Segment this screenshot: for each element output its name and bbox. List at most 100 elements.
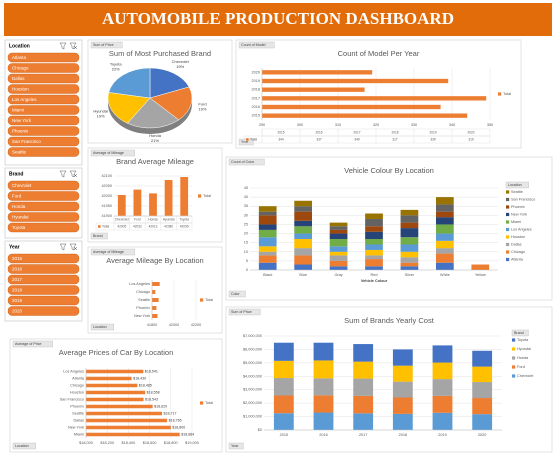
data-label: $18,765 — [169, 418, 182, 422]
bar — [258, 237, 277, 247]
slicer-title: Location — [9, 43, 30, 49]
pivot-button[interactable] — [228, 308, 261, 316]
bar — [365, 255, 383, 260]
legend-swatch — [506, 205, 510, 209]
y-tick-label: Seattle — [72, 412, 84, 416]
bar — [294, 239, 312, 249]
data-label: $18,800 — [172, 425, 185, 429]
pivot-button-label: Brand — [514, 331, 524, 335]
slicer-item[interactable] — [7, 84, 80, 94]
data-table-value: 42013 — [149, 224, 158, 228]
bar — [294, 211, 312, 221]
slicer-item[interactable] — [7, 295, 80, 306]
bar — [164, 180, 173, 216]
slicer-item[interactable] — [7, 253, 80, 264]
legend-label: Toyota — [517, 338, 529, 342]
legend-swatch — [506, 257, 510, 262]
pivot-button[interactable] — [90, 323, 114, 331]
data-label: $18,485 — [139, 383, 152, 387]
chart-title: Sum of Brands Yearly Cost — [344, 316, 435, 325]
legend-label: Total — [205, 298, 213, 302]
y-tick-label: San Francisco — [60, 398, 84, 402]
clear-filter-icon — [69, 170, 78, 178]
pivot-button[interactable] — [505, 181, 529, 189]
pivot-button[interactable] — [90, 232, 108, 240]
pivot-button[interactable] — [511, 329, 529, 337]
slicer-item-label: Toyota — [12, 225, 26, 230]
bar — [400, 215, 419, 223]
slicer-item[interactable] — [7, 126, 80, 136]
slicer-item[interactable] — [7, 285, 80, 295]
bar — [365, 218, 383, 227]
bar — [472, 414, 493, 430]
slicer-item[interactable] — [7, 147, 80, 157]
slicer-item[interactable] — [7, 180, 80, 191]
bar — [392, 381, 413, 398]
slicer-item[interactable] — [7, 191, 80, 201]
slicer-item[interactable] — [7, 94, 80, 105]
y-tick-label: Los Angeles — [63, 370, 84, 374]
y-tick-label: 40 — [244, 195, 248, 199]
bar — [313, 342, 334, 361]
pivot-button[interactable] — [90, 248, 135, 256]
slicer-item[interactable] — [7, 212, 80, 222]
slicer-item[interactable] — [7, 63, 80, 73]
slicer-item[interactable] — [7, 105, 80, 115]
pivot-button[interactable] — [228, 158, 265, 166]
slicer-item[interactable] — [7, 222, 80, 233]
slicer-item[interactable] — [7, 136, 80, 147]
pivot-button[interactable] — [12, 442, 36, 450]
bar — [329, 239, 348, 247]
slicer-item[interactable] — [7, 115, 80, 126]
slicer-item[interactable] — [7, 52, 80, 63]
bar — [392, 349, 413, 366]
legend-label: Honda — [517, 356, 529, 360]
bar — [258, 206, 277, 212]
slicer-item[interactable] — [7, 201, 80, 212]
slicer-item[interactable] — [7, 306, 80, 316]
bar — [365, 226, 383, 232]
x-tick-label: $18,400 — [122, 441, 136, 445]
legend-swatch — [506, 220, 510, 224]
bar — [262, 78, 449, 84]
x-tick-label: 2018 — [399, 433, 407, 437]
pie-label-category: Hyundai — [93, 109, 108, 114]
pivot-button[interactable] — [90, 41, 123, 49]
pivot-button-label: Location — [93, 325, 107, 329]
pivot-button[interactable] — [90, 149, 135, 157]
slicer-item[interactable] — [7, 73, 80, 84]
bar — [152, 314, 158, 318]
slicer-item-label: Seattle — [12, 149, 27, 154]
y-tick-label: Dallas — [73, 419, 84, 423]
bar — [152, 298, 159, 302]
bar — [365, 266, 383, 270]
pivot-button[interactable] — [228, 442, 244, 450]
bar — [365, 213, 383, 219]
bar — [258, 224, 277, 230]
bar — [432, 412, 453, 430]
y-tick-label: Los Angeles — [129, 282, 150, 286]
slicer-item-label: Dallas — [12, 76, 25, 81]
x-tick-label: 42200 — [191, 323, 202, 327]
data-table-category: 2015 — [277, 130, 284, 134]
legend-label: Total — [203, 194, 211, 198]
data-table-value: 42032 — [133, 224, 142, 228]
pivot-button[interactable] — [238, 41, 275, 49]
legend-label: Los Angeles — [511, 228, 532, 232]
slicer-item-label: Ford — [12, 193, 22, 198]
y-tick-label: 41900 — [101, 214, 112, 218]
slicer-item[interactable] — [7, 264, 80, 274]
x-tick-label: Black — [263, 273, 272, 277]
bar — [472, 366, 493, 383]
bar — [86, 376, 132, 381]
y-tick-label: 5 — [246, 259, 248, 263]
bar — [353, 413, 374, 430]
data-table-value: 339 — [430, 137, 436, 141]
data-table-category: Toyota — [180, 217, 190, 221]
pivot-button[interactable] — [228, 290, 246, 298]
slicer-item[interactable] — [7, 274, 80, 285]
bar — [329, 226, 348, 230]
bar — [294, 226, 312, 234]
pivot-button[interactable] — [12, 340, 53, 348]
filter-icon — [59, 42, 67, 50]
